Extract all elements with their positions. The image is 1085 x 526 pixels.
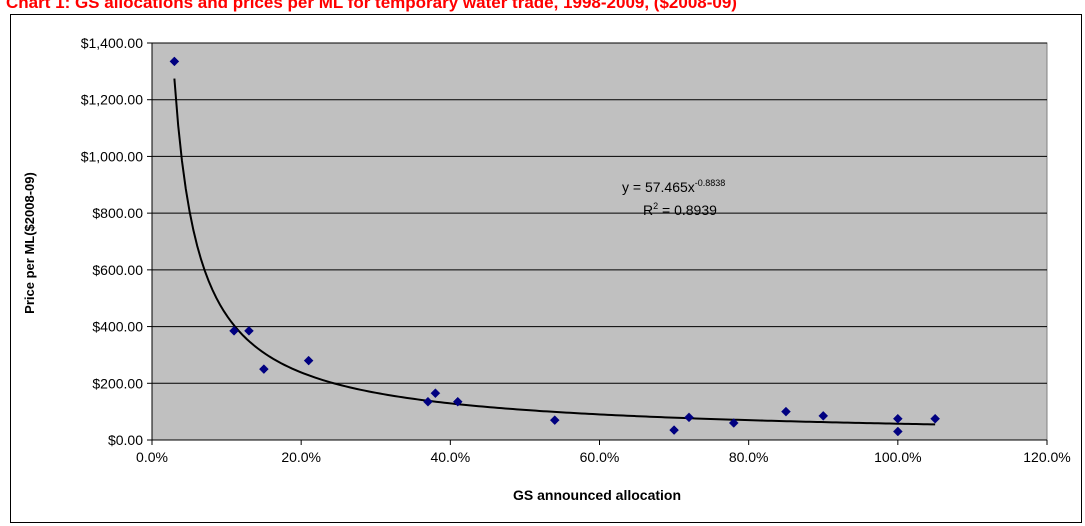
x-axis-ticks: 0.0% 20.0% 40.0% 60.0% 80.0% 100.0% 120.0% bbox=[136, 43, 1071, 465]
x-tick-label: 100.0% bbox=[874, 449, 921, 465]
trendline bbox=[173, 78, 936, 426]
x-tick-label: 20.0% bbox=[281, 449, 321, 465]
data-point bbox=[728, 418, 739, 428]
data-point bbox=[452, 396, 463, 407]
data-point bbox=[669, 425, 679, 435]
x-axis-label: GS announced allocation bbox=[513, 487, 681, 503]
data-point bbox=[430, 388, 441, 399]
data-point bbox=[549, 415, 560, 426]
chart-frame bbox=[10, 14, 1082, 523]
y-tick-label: $600.00 bbox=[92, 262, 143, 278]
trendline-equation: y = 57.465x-0.8838 bbox=[622, 178, 725, 195]
x-tick-label: 40.0% bbox=[430, 449, 470, 465]
y-tick-label: $1,200.00 bbox=[81, 92, 143, 108]
x-tick-label: 0.0% bbox=[136, 449, 168, 465]
data-point bbox=[423, 396, 433, 407]
y-axis-label: Price per ML($2008-09) bbox=[22, 172, 37, 314]
y-tick-label: $800.00 bbox=[92, 205, 143, 221]
data-point bbox=[244, 325, 254, 336]
data-point bbox=[169, 56, 180, 67]
data-points bbox=[169, 56, 940, 437]
data-point bbox=[892, 426, 903, 437]
y-tick-label: $0.00 bbox=[108, 432, 143, 448]
chart-title: Chart 1: GS allocations and prices per M… bbox=[6, 0, 737, 12]
data-point bbox=[303, 355, 314, 366]
data-point bbox=[930, 413, 940, 424]
data-point bbox=[229, 325, 239, 336]
data-point bbox=[892, 413, 903, 424]
gridlines bbox=[152, 42, 1047, 384]
plot-area bbox=[151, 42, 1048, 441]
data-point bbox=[818, 411, 829, 421]
data-point bbox=[684, 412, 694, 423]
y-tick-label: $400.00 bbox=[92, 319, 143, 335]
x-tick-label: 60.0% bbox=[580, 449, 620, 465]
y-tick-label: $200.00 bbox=[92, 375, 143, 391]
y-tick-label: $1,000.00 bbox=[81, 148, 143, 164]
y-axis-ticks: $0.00 $200.00 $400.00 $600.00 $800.00 $1,000.… bbox=[81, 35, 152, 448]
x-tick-label: 120.0% bbox=[1023, 449, 1070, 465]
x-tick-label: 80.0% bbox=[729, 449, 769, 465]
trendline-r-squared: R2 = 0.8939 bbox=[643, 201, 717, 218]
y-tick-label: $1,400.00 bbox=[81, 35, 143, 51]
data-point bbox=[259, 364, 269, 374]
data-point bbox=[781, 406, 791, 417]
